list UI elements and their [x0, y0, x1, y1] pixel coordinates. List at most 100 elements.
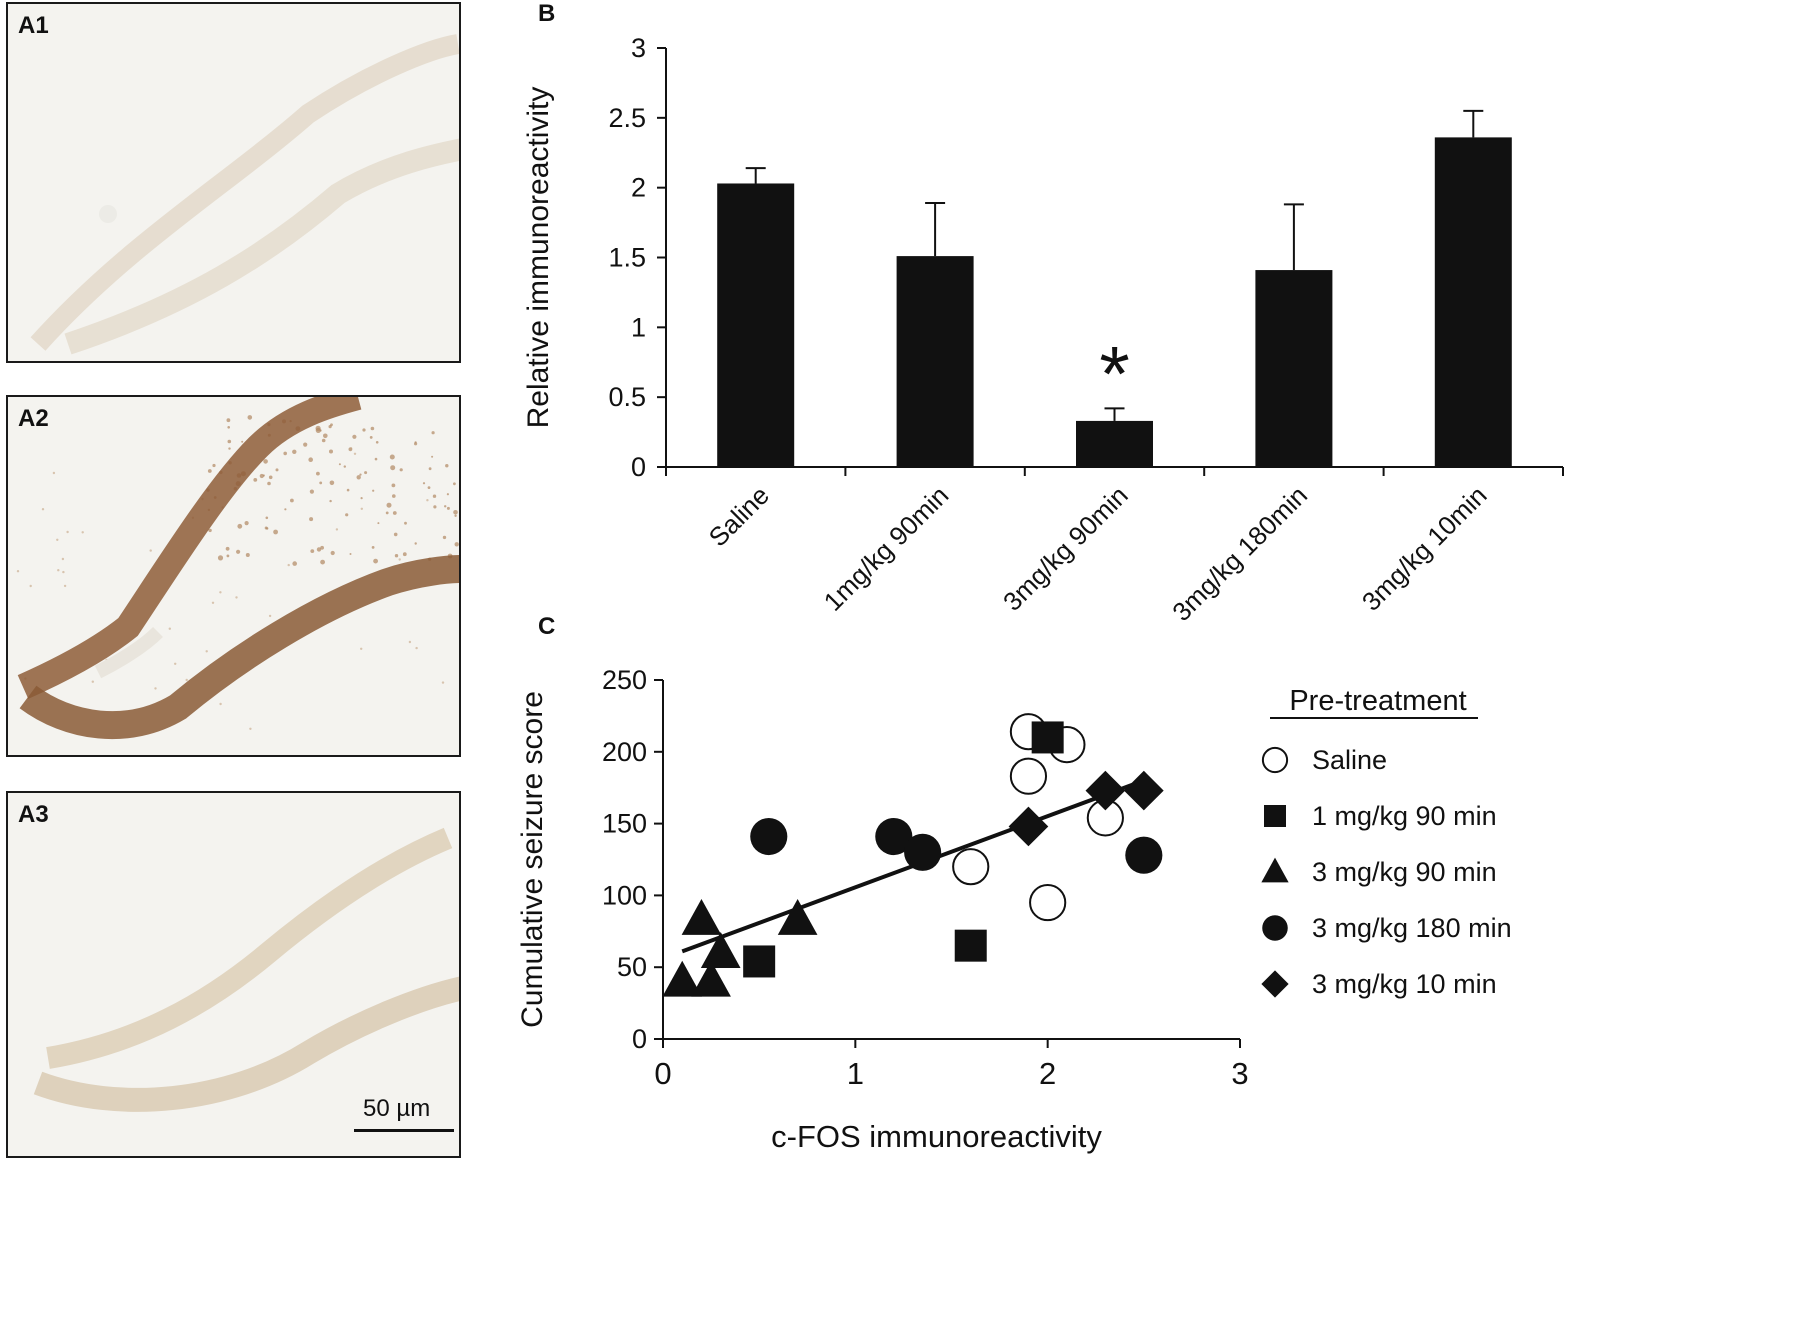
stained-cell: [371, 546, 375, 549]
stained-cell: [185, 678, 188, 682]
stained-cell: [345, 513, 349, 517]
stained-cell: [356, 475, 361, 480]
hilus-gap: [94, 626, 163, 679]
stained-cell: [385, 511, 389, 515]
scale-bar: [354, 1129, 454, 1132]
stained-cell: [321, 438, 326, 443]
stained-cell: [432, 494, 437, 498]
stained-cell: [320, 559, 325, 565]
stained-cell: [353, 452, 357, 455]
legend-title: Pre-treatment: [1289, 685, 1466, 717]
stained-cell: [212, 463, 216, 468]
stained-cell: [364, 471, 368, 475]
stained-cell: [268, 614, 272, 618]
y-tick-label: 0: [632, 1024, 647, 1054]
stained-cell: [408, 640, 412, 644]
stained-cell: [360, 647, 363, 650]
stained-cell: [283, 451, 288, 456]
legend-label: 3 mg/kg 90 min: [1312, 857, 1497, 887]
x-tick-label: 3mg/kg 180min: [1166, 480, 1313, 627]
bar: [717, 183, 795, 467]
stained-cell: [404, 521, 407, 525]
stained-cell: [63, 584, 67, 588]
stained-cell: [446, 493, 449, 496]
granule-layer-upper: [30, 34, 459, 351]
stained-cell: [329, 480, 335, 486]
scale-bar-label: 50 µm: [363, 1095, 431, 1122]
stained-cell: [328, 425, 332, 429]
x-tick-label: Saline: [703, 480, 775, 552]
stained-cell: [360, 497, 363, 500]
bar: [1434, 137, 1512, 468]
stained-cell: [329, 449, 333, 454]
y-tick-label: 0.5: [608, 382, 646, 412]
stained-cell: [244, 521, 249, 526]
x-tick-label: 3: [1231, 1056, 1248, 1091]
bar: [1255, 270, 1333, 467]
legend-marker: [1261, 746, 1289, 774]
y-axis-label: Relative immunoreactivity: [522, 87, 555, 429]
data-point: [952, 848, 990, 886]
stained-cell: [392, 511, 397, 515]
granule-layer-upper: [17, 397, 362, 699]
data-point: [691, 960, 731, 997]
legend-label: 3 mg/kg 180 min: [1312, 913, 1512, 943]
data-point: [1029, 883, 1067, 922]
stained-cell: [442, 535, 447, 540]
y-tick-label: 0: [631, 452, 646, 482]
stained-cell: [446, 506, 450, 510]
y-tick-label: 3: [631, 33, 646, 63]
stained-cell: [360, 507, 363, 510]
y-tick-label: 250: [602, 665, 647, 695]
stained-cell: [208, 528, 212, 533]
stained-cell: [394, 554, 399, 558]
stained-cell: [91, 680, 95, 683]
y-tick-label: 1: [631, 312, 646, 342]
y-tick-label: 100: [602, 880, 647, 910]
stained-cell: [330, 550, 335, 556]
stained-cell: [226, 554, 230, 558]
stained-cell: [426, 499, 429, 502]
stained-cell: [349, 553, 352, 555]
stained-cell: [265, 516, 269, 520]
panel-label-a2: A2: [18, 405, 49, 432]
stained-cell: [453, 482, 456, 486]
micrograph-a2-tissue: [16, 397, 459, 740]
stained-cell: [292, 561, 298, 566]
x-axis-label: c-FOS immunoreactivity: [771, 1119, 1102, 1154]
legend-label: Saline: [1312, 745, 1387, 775]
granule-layer-lower: [64, 138, 459, 355]
stained-cell: [235, 596, 238, 599]
stained-cell: [422, 482, 426, 485]
stained-cell: [308, 457, 314, 462]
stained-cell: [374, 457, 378, 461]
y-tick-label: 2.5: [608, 103, 646, 133]
stained-cell: [284, 508, 287, 511]
stained-cell: [225, 546, 230, 551]
vessel: [99, 205, 117, 223]
stained-cell: [316, 471, 320, 476]
granule-layer-lower: [33, 976, 459, 1112]
stained-cell: [207, 469, 212, 473]
stained-cell: [369, 436, 373, 439]
stained-cell: [319, 481, 323, 485]
panel-label-b: B: [538, 0, 556, 27]
data-point: [875, 817, 913, 856]
stained-cell: [445, 464, 449, 468]
data-point: [1125, 836, 1163, 874]
data-point: [1009, 757, 1048, 795]
data-point: [954, 929, 987, 962]
stained-cell: [52, 471, 56, 475]
stained-cell: [454, 542, 459, 547]
stained-cell: [375, 441, 379, 444]
stained-cell: [352, 434, 357, 439]
stained-cell: [29, 584, 32, 588]
data-point: [777, 898, 818, 935]
stained-cell: [346, 488, 350, 492]
legend-marker: [1264, 805, 1286, 827]
stained-cell: [393, 532, 398, 537]
data-point: [662, 960, 703, 997]
panel-label-a1: A1: [18, 12, 49, 39]
x-tick-label: 2: [1039, 1056, 1056, 1091]
stained-cell: [414, 442, 418, 446]
